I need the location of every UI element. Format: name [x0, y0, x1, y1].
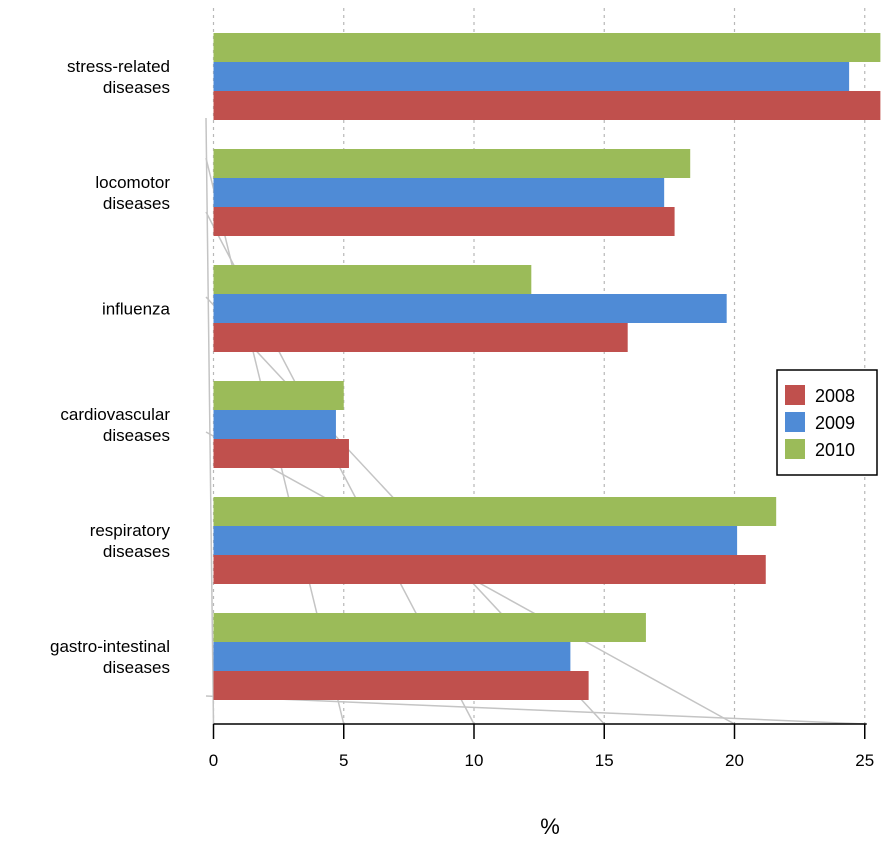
x-tick-label: 0 — [209, 751, 218, 770]
bar-2009-1 — [213, 526, 738, 555]
diagonal-line — [205, 695, 865, 725]
category-label: respiratory — [90, 521, 171, 540]
diagonal-line — [205, 117, 215, 725]
legend-swatch — [785, 385, 805, 405]
x-axis: 0 5 10 15 20 25 — [209, 723, 874, 770]
legend-swatch — [785, 439, 805, 459]
x-tick-label: 15 — [595, 751, 614, 770]
bar-2008-5 — [213, 91, 881, 120]
x-tick-label: 25 — [855, 751, 874, 770]
legend-label: 2010 — [815, 440, 855, 460]
category-label: influenza — [102, 300, 171, 319]
legend-label: 2008 — [815, 386, 855, 406]
bar-2009-0 — [213, 642, 571, 671]
category-label: diseases — [103, 78, 170, 97]
category-label: diseases — [103, 426, 170, 445]
category-label: diseases — [103, 542, 170, 561]
bar-2010-5 — [213, 33, 881, 62]
category-label: diseases — [103, 658, 170, 677]
x-axis-title: % — [540, 814, 560, 839]
bar-2010-0 — [213, 613, 646, 642]
bar-2009-5 — [213, 62, 850, 91]
bar-2010-1 — [213, 497, 777, 526]
legend: 2008 2009 2010 — [776, 369, 878, 476]
grid-lines — [212, 8, 866, 724]
category-labels: gastro-intestinal diseases respiratory dise… — [50, 57, 171, 677]
legend-label: 2009 — [815, 413, 855, 433]
bar-2008-4 — [213, 207, 675, 236]
bar-2008-2 — [213, 439, 349, 468]
bar-2008-3 — [213, 323, 628, 352]
category-label: diseases — [103, 194, 170, 213]
x-tick-label: 5 — [339, 751, 348, 770]
bars — [213, 33, 881, 700]
legend-swatch — [785, 412, 805, 432]
bar-2008-0 — [213, 671, 589, 700]
bar-2008-1 — [213, 555, 766, 584]
x-tick-label: 20 — [725, 751, 744, 770]
category-label: locomotor — [95, 173, 170, 192]
x-tick-label: 10 — [465, 751, 484, 770]
bar-2010-2 — [213, 381, 344, 410]
bar-2009-4 — [213, 178, 665, 207]
category-label: cardiovascular — [60, 405, 170, 424]
bar-2010-3 — [213, 265, 532, 294]
bar-2009-3 — [213, 294, 727, 323]
category-label: gastro-intestinal — [50, 637, 170, 656]
bar-2010-4 — [213, 149, 691, 178]
bar-2009-2 — [213, 410, 336, 439]
category-label: stress-related — [67, 57, 170, 76]
